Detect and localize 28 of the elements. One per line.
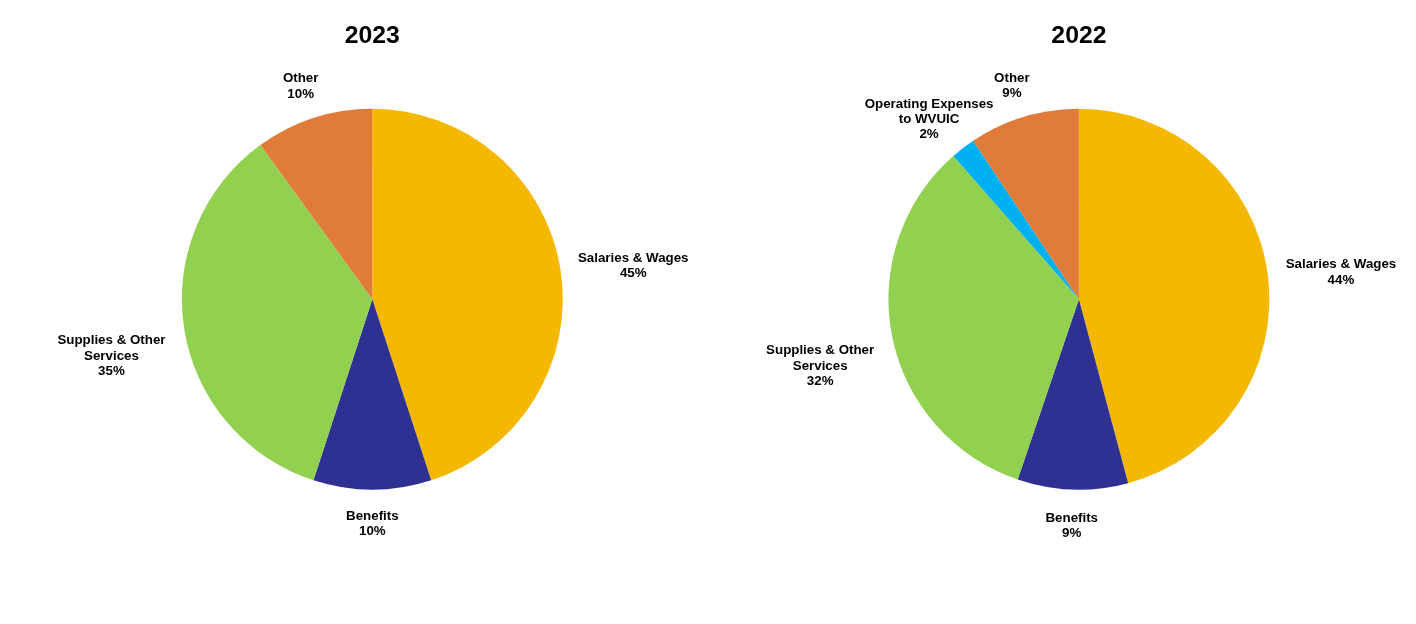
pie-slice [260, 108, 373, 300]
slice-label: Salaries & Wages [1285, 256, 1397, 272]
chart-title: 2022 [1051, 21, 1107, 49]
data-label: 45% [619, 264, 647, 280]
data-label: 10% [287, 85, 315, 101]
data-label: 44% [1327, 271, 1355, 287]
slice-label: Salaries & Wages [577, 249, 689, 265]
slice-label: Benefits [346, 508, 399, 524]
data-label: 9% [1002, 85, 1022, 101]
pie-slice [372, 108, 563, 481]
slice-label: Other [282, 70, 319, 86]
slice-label: Other [994, 69, 1030, 85]
data-label: 9% [1062, 524, 1082, 540]
data-label: 2% [919, 126, 939, 142]
slice-label: Operating Expenses to WVUIC [864, 95, 994, 126]
slice-label: Benefits [1045, 509, 1099, 525]
pie-slice [1017, 299, 1129, 490]
slice-label: Supplies & Other Services [57, 332, 166, 363]
pie-slice [1078, 108, 1270, 484]
chart-title: 2023 [344, 21, 400, 49]
pie-slice [888, 155, 1079, 480]
slice-label: Supplies & Other Services [766, 342, 875, 373]
data-label: 10% [358, 523, 386, 539]
pie-slice [182, 145, 373, 481]
pie-slice [313, 299, 432, 490]
data-label: 32% [806, 372, 834, 388]
data-label: 35% [98, 362, 125, 378]
pie-slice [953, 140, 1079, 300]
